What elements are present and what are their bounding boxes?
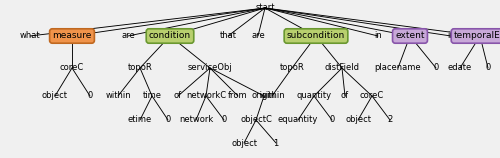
Text: network: network bbox=[179, 115, 213, 125]
Text: objectC: objectC bbox=[240, 115, 272, 125]
Text: 0: 0 bbox=[166, 115, 170, 125]
Text: 0: 0 bbox=[330, 115, 334, 125]
Text: within: within bbox=[259, 91, 285, 100]
Text: distField: distField bbox=[324, 64, 360, 73]
Text: object: object bbox=[345, 115, 371, 125]
Text: 2: 2 bbox=[388, 115, 392, 125]
Text: from: from bbox=[228, 91, 248, 100]
Text: what: what bbox=[20, 31, 40, 40]
Text: time: time bbox=[142, 91, 162, 100]
Text: temporalEx: temporalEx bbox=[454, 31, 500, 40]
Text: object: object bbox=[42, 91, 68, 100]
Text: of: of bbox=[341, 91, 349, 100]
Text: extent: extent bbox=[395, 31, 425, 40]
Text: condition: condition bbox=[149, 31, 191, 40]
Text: etime: etime bbox=[128, 115, 152, 125]
Text: 0: 0 bbox=[434, 64, 438, 73]
Text: placename: placename bbox=[374, 64, 422, 73]
Text: within: within bbox=[105, 91, 131, 100]
Text: 0: 0 bbox=[222, 115, 226, 125]
Text: measure: measure bbox=[52, 31, 92, 40]
Text: coreC: coreC bbox=[60, 64, 84, 73]
Text: that: that bbox=[220, 31, 236, 40]
Text: 1: 1 bbox=[274, 139, 278, 148]
Text: coreC: coreC bbox=[360, 91, 384, 100]
Text: topoR: topoR bbox=[128, 64, 152, 73]
Text: subcondition: subcondition bbox=[287, 31, 345, 40]
Text: 0: 0 bbox=[88, 91, 92, 100]
Text: object: object bbox=[231, 139, 257, 148]
Text: edate: edate bbox=[448, 64, 472, 73]
Text: topoR: topoR bbox=[280, 64, 304, 73]
Text: networkC: networkC bbox=[186, 91, 226, 100]
Text: origin: origin bbox=[252, 91, 276, 100]
Text: of: of bbox=[174, 91, 182, 100]
Text: equantity: equantity bbox=[278, 115, 318, 125]
Text: start: start bbox=[256, 3, 275, 12]
Text: serviceObj: serviceObj bbox=[188, 64, 232, 73]
Text: in: in bbox=[447, 31, 455, 40]
Text: 0: 0 bbox=[486, 64, 490, 73]
Text: are: are bbox=[251, 31, 265, 40]
Text: are: are bbox=[121, 31, 135, 40]
Text: quantity: quantity bbox=[296, 91, 332, 100]
Text: in: in bbox=[374, 31, 382, 40]
